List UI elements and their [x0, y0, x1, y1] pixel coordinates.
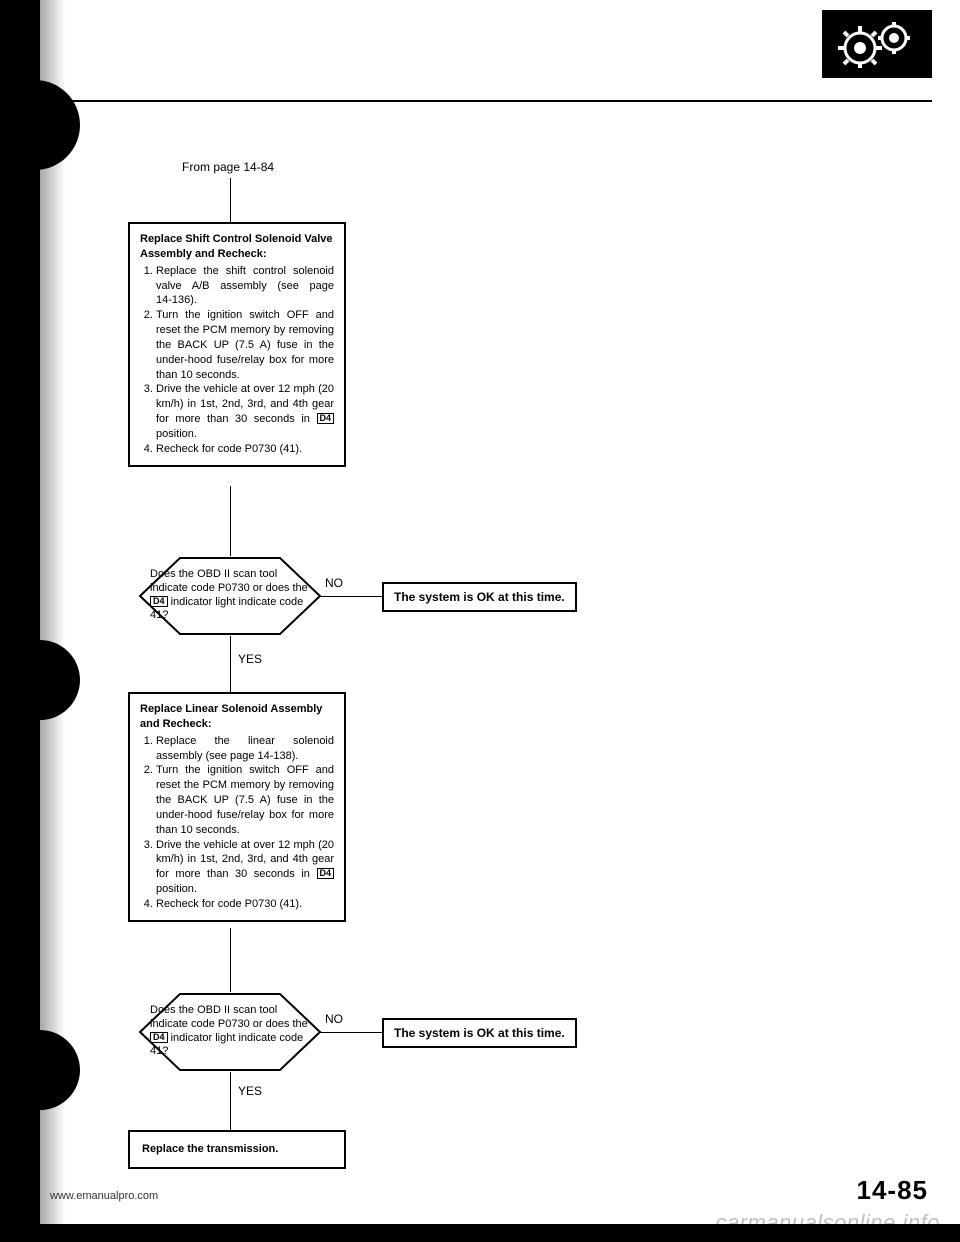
- no-label-1: NO: [325, 576, 343, 590]
- yes-label-1: YES: [238, 652, 262, 666]
- page: From page 14-84 Replace Shift Control So…: [0, 0, 960, 1242]
- result-box-2: The system is OK at this time.: [382, 1018, 577, 1048]
- decision2-text: Does the OBD II scan tool indicate code …: [150, 1004, 310, 1059]
- box1-item-2: Turn the ignition switch OFF and reset t…: [156, 308, 334, 382]
- header-rule: [70, 100, 932, 102]
- process-box-2: Replace Linear Solenoid Assembly and Rec…: [128, 692, 346, 922]
- d4-icon: D4: [150, 596, 168, 607]
- decision-1: Does the OBD II scan tool indicate code …: [120, 556, 340, 636]
- result-box-1: The system is OK at this time.: [382, 582, 577, 612]
- yes-label-2: YES: [238, 1084, 262, 1098]
- decision1-text: Does the OBD II scan tool indicate code …: [150, 568, 310, 623]
- connector: [320, 596, 382, 597]
- connector: [320, 1032, 382, 1033]
- decision-2: Does the OBD II scan tool indicate code …: [120, 992, 340, 1072]
- connector: [230, 1072, 231, 1130]
- box2-title: Replace Linear Solenoid Assembly and Rec…: [140, 702, 334, 732]
- connector: [230, 486, 231, 556]
- process-box-1: Replace Shift Control Solenoid Valve Ass…: [128, 222, 346, 467]
- connector: [230, 636, 231, 692]
- no-label-2: NO: [325, 1012, 343, 1026]
- d4-icon: D4: [150, 1032, 168, 1043]
- box1-item-4: Recheck for code P0730 (41).: [156, 442, 334, 457]
- bottom-black-bar: [0, 1224, 960, 1242]
- footer-url: www.emanualpro.com: [50, 1190, 158, 1202]
- box2-item-2: Turn the ignition switch OFF and reset t…: [156, 763, 334, 837]
- binder-tab-bottom: [0, 1030, 80, 1110]
- box1-title: Replace Shift Control Solenoid Valve Ass…: [140, 232, 334, 262]
- box1-item-3: Drive the vehicle at over 12 mph (20 km/…: [156, 382, 334, 441]
- box2-item-1: Replace the linear solenoid assembly (se…: [156, 734, 334, 764]
- box2-item-4: Recheck for code P0730 (41).: [156, 897, 334, 912]
- connector: [230, 178, 231, 222]
- box2-item-3: Drive the vehicle at over 12 mph (20 km/…: [156, 838, 334, 897]
- flowchart: From page 14-84 Replace Shift Control So…: [110, 160, 750, 1160]
- from-page-label: From page 14-84: [182, 160, 274, 174]
- box1-list: Replace the shift control solenoid valve…: [140, 264, 334, 457]
- manufacturer-logo: [822, 10, 932, 78]
- terminal-box: Replace the transmission.: [128, 1130, 346, 1169]
- d4-icon: D4: [317, 413, 335, 424]
- connector: [230, 928, 231, 992]
- binder-tab-top: [0, 80, 80, 170]
- box2-list: Replace the linear solenoid assembly (se…: [140, 734, 334, 912]
- gear-logo-icon: [832, 20, 922, 68]
- binder-tab-mid: [0, 640, 80, 720]
- d4-icon: D4: [317, 868, 335, 879]
- page-number: 14-85: [857, 1175, 929, 1206]
- box1-item-1: Replace the shift control solenoid valve…: [156, 264, 334, 309]
